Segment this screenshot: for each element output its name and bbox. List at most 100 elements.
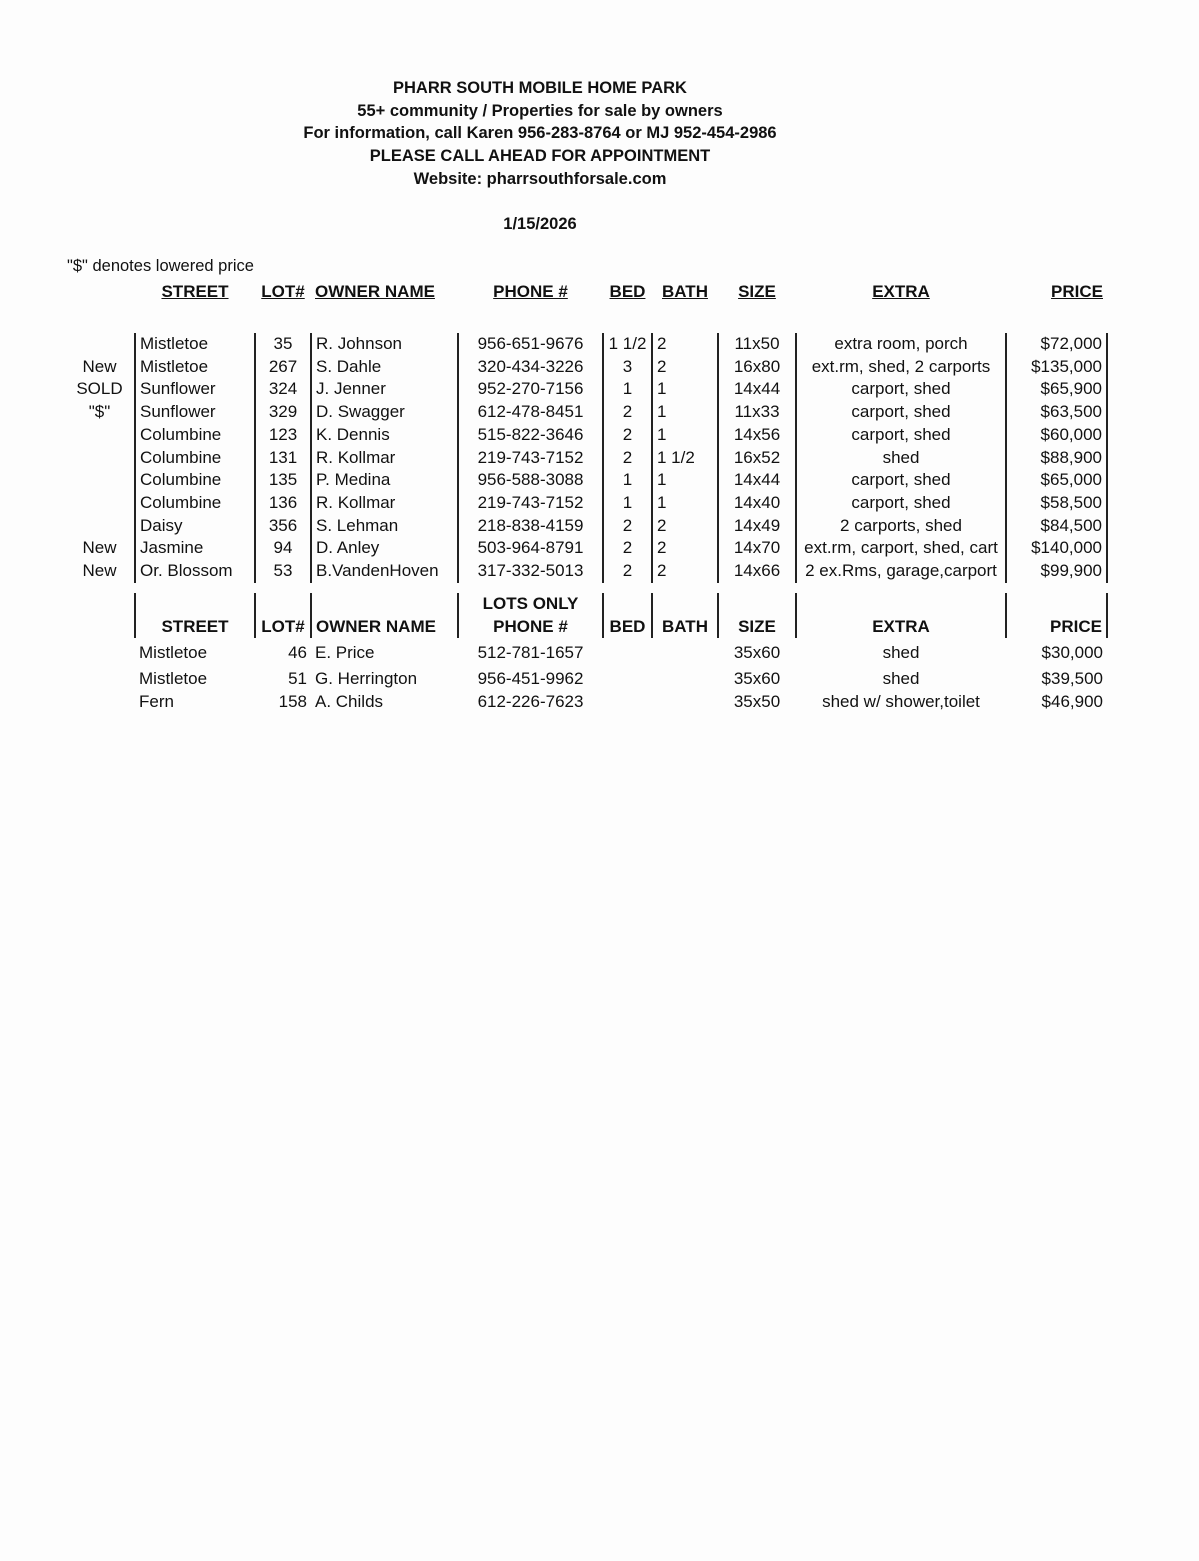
street-cell: Mistletoe	[139, 669, 208, 689]
spacer	[65, 305, 1107, 333]
lot-cell: LOT#	[254, 615, 311, 639]
phone-cell: 956-451-9962	[477, 669, 584, 689]
street-cell: STREET	[161, 281, 229, 301]
phone-cell: 956-588-3088	[457, 469, 603, 492]
header-subtitle: 55+ community / Properties for sale by o…	[357, 102, 723, 120]
bath-cell	[652, 638, 718, 668]
owner-cell: R. Kollmar	[310, 491, 458, 515]
lots-header-row: STREET LOT# OWNER NAME PHONE # BED BATH SIZE EX…	[65, 615, 1108, 639]
status-cell	[65, 279, 135, 305]
street-cell	[134, 593, 255, 616]
status-cell	[65, 469, 135, 492]
extra-cell	[795, 593, 1006, 616]
bed-cell: 3	[602, 355, 652, 379]
home-row: New Jasmine 94 D. Anley 503-964-8791 2 2 14x70 e…	[65, 537, 1108, 561]
extra-cell: EXTRA	[795, 615, 1006, 639]
size-cell: 14x56	[717, 423, 796, 447]
bed-cell	[603, 691, 652, 714]
phone-cell: 317-332-5013	[457, 560, 603, 583]
bed-cell: 2	[602, 401, 652, 424]
phone-cell: PHONE #	[457, 615, 603, 639]
home-row: SOLD Sunflower 324 J. Jenner 952-270-7156 1 1 1…	[65, 378, 1108, 402]
size-cell	[717, 593, 796, 616]
lot-cell: 53	[254, 560, 311, 583]
owner-cell: G. Herrington	[315, 669, 418, 689]
lot-cell: 329	[254, 401, 311, 424]
street-cell: Daisy	[134, 514, 255, 538]
owner-cell: S. Dahle	[310, 355, 458, 379]
bed-cell: 1	[602, 378, 652, 402]
phone-cell: 612-226-7623	[477, 692, 584, 712]
lot-cell: 51	[288, 669, 307, 689]
lots-title-row: LOTS ONLY	[65, 593, 1108, 616]
home-row: New Mistletoe 267 S. Dahle 320-434-3226 3 2 16x…	[65, 355, 1108, 379]
home-row: Mistletoe 35 R. Johnson 956-651-9676 1 1/2 2 1…	[65, 333, 1108, 356]
street-cell: Jasmine	[134, 537, 255, 561]
size-cell: 14x49	[717, 514, 796, 538]
phone-cell: 320-434-3226	[457, 355, 603, 379]
phone-cell: 512-781-1657	[477, 643, 584, 663]
bath-cell: 2	[651, 355, 718, 379]
bath-cell: 2	[651, 333, 718, 356]
bath-cell	[652, 668, 718, 691]
bath-cell: 1	[651, 491, 718, 515]
bed-cell: 2	[602, 514, 652, 538]
status-cell	[65, 424, 135, 447]
owner-cell: D. Anley	[310, 537, 458, 561]
lot-cell: 131	[254, 446, 311, 470]
status-cell	[65, 492, 135, 515]
lot-row: Mistletoe 46 E. Price 512-781-1657 35x60 shed…	[65, 638, 1107, 668]
lots-table: LOTS ONLY STREET LOT# OWNER NAME PHONE # BED B…	[65, 593, 1108, 714]
lot-cell: 123	[254, 423, 311, 447]
extra-cell: EXTRA	[872, 281, 930, 301]
phone-cell: 219-743-7152	[457, 491, 603, 515]
owner-cell: E. Price	[315, 643, 375, 663]
street-cell: Or. Blossom	[134, 560, 255, 583]
status-cell: "$"	[88, 402, 111, 422]
price-cell: $63,500	[1005, 401, 1108, 424]
bed-cell: 2	[602, 423, 652, 447]
status-cell: New	[82, 538, 117, 558]
price-note: "$" denotes lowered price	[67, 257, 254, 275]
owner-cell: R. Johnson	[310, 333, 458, 356]
owner-cell: J. Jenner	[310, 378, 458, 402]
price-cell: $65,900	[1005, 378, 1108, 402]
home-row: "$" Sunflower 329 D. Swagger 612-478-8451 2 1 1…	[65, 401, 1108, 424]
status-cell	[65, 668, 135, 691]
phone-cell: 503-964-8791	[457, 537, 603, 561]
price-cell: $135,000	[1005, 355, 1108, 379]
status-cell	[65, 616, 135, 639]
status-cell	[65, 691, 135, 714]
extra-cell: shed	[882, 643, 920, 663]
price-cell: PRICE	[1005, 615, 1108, 639]
home-row: New Or. Blossom 53 B.VandenHoven 317-332-501…	[65, 560, 1108, 583]
status-cell	[65, 333, 135, 356]
size-cell: 35x60	[733, 643, 781, 663]
price-cell: $65,000	[1005, 469, 1108, 492]
phone-cell: 956-651-9676	[457, 333, 603, 356]
price-cell: $30,000	[1041, 643, 1103, 663]
home-row: Columbine 136 R. Kollmar 219-743-7152 1 1 14x4…	[65, 491, 1108, 515]
phone-cell: LOTS ONLY	[457, 593, 603, 616]
bath-cell	[651, 593, 718, 616]
column-header-row: STREET LOT# OWNER NAME PHONE # BED BATH SIZE EX…	[65, 279, 1107, 305]
lot-cell: LOT#	[261, 281, 305, 301]
street-cell: Fern	[139, 692, 174, 712]
extra-cell: carport, shed	[795, 491, 1006, 515]
bed-cell: 2	[602, 560, 652, 583]
bath-cell: BATH	[651, 615, 718, 639]
lot-cell: 267	[254, 355, 311, 379]
price-cell: $72,000	[1005, 333, 1108, 356]
price-cell: $60,000	[1005, 423, 1108, 447]
header-appointment: PLEASE CALL AHEAD FOR APPOINTMENT	[369, 147, 711, 165]
bath-cell: 1	[651, 378, 718, 402]
price-cell: $46,900	[1041, 692, 1103, 712]
status-cell: New	[82, 356, 117, 376]
price-cell: $99,900	[1005, 560, 1108, 583]
phone-cell: 515-822-3646	[457, 423, 603, 447]
header-title: PHARR SOUTH MOBILE HOME PARK	[393, 79, 687, 97]
street-cell: Columbine	[134, 469, 255, 492]
status-cell	[65, 593, 135, 616]
homes-table: STREET LOT# OWNER NAME PHONE # BED BATH SIZE EX…	[65, 279, 1108, 583]
lot-cell: 324	[254, 378, 311, 402]
